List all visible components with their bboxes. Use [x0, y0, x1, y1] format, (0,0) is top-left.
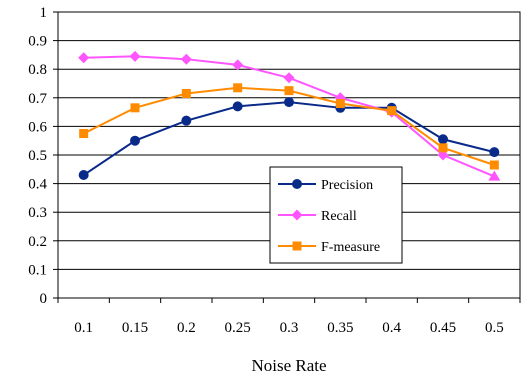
- legend-marker: [292, 179, 302, 189]
- f-measure-point: [79, 129, 89, 139]
- y-tick-label: 0.8: [28, 62, 47, 78]
- legend-label: Recall: [321, 209, 357, 224]
- legend-item-recall: Recall: [278, 209, 357, 224]
- series-recall: [78, 50, 501, 181]
- recall-point: [283, 72, 295, 84]
- y-tick-label: 0.1: [28, 262, 47, 278]
- y-tick-label: 1: [40, 5, 48, 21]
- legend-item-precision: Precision: [278, 178, 373, 193]
- y-tick-label: 0.4: [28, 177, 47, 193]
- precision-point: [181, 115, 192, 126]
- x-axis-ticks: 0.1 0.15 0.2 0.25 0.3 0.35 0.4 0.45 0.5: [57, 298, 521, 336]
- precision-point: [438, 134, 448, 145]
- recall-point: [488, 170, 501, 181]
- series-f-measure: [79, 83, 499, 170]
- x-tick-label: 0.1: [74, 320, 93, 336]
- y-tick-label: 0.3: [28, 205, 47, 221]
- recall-point: [232, 59, 244, 71]
- f-measure-point: [130, 103, 140, 113]
- f-measure-point: [181, 89, 191, 99]
- precision-point: [284, 97, 294, 108]
- legend-marker: [291, 209, 303, 221]
- f-measure-point: [387, 106, 397, 116]
- precision-point: [232, 101, 243, 112]
- legend-label: Precision: [321, 178, 373, 193]
- legend-marker: [292, 241, 302, 251]
- x-tick-label: 0.5: [485, 320, 504, 336]
- legend-item-f-measure: F-measure: [278, 240, 380, 255]
- y-tick-label: 0.2: [28, 234, 47, 250]
- f-measure-point: [233, 83, 243, 93]
- precision-point: [78, 170, 89, 181]
- f-measure-point: [438, 143, 448, 153]
- f-measure-point: [284, 86, 294, 96]
- y-tick-label: 0.6: [28, 119, 47, 135]
- y-tick-label: 0.7: [28, 91, 47, 107]
- precision-point: [130, 135, 140, 146]
- x-tick-label: 0.3: [280, 320, 299, 336]
- y-tick-label: 0: [40, 291, 48, 307]
- precision-line: [83, 101, 495, 176]
- x-tick-label: 0.45: [430, 320, 456, 336]
- y-tick-label: 0.9: [28, 34, 47, 50]
- x-tick-label: 0.25: [225, 320, 251, 336]
- f-measure-point: [489, 160, 499, 170]
- y-axis-ticks: 0 0.1 0.2 0.3 0.4 0.5 0.6 0.7 0.8 0.9 1: [28, 5, 58, 307]
- f-measure-point: [335, 99, 345, 109]
- legend: Precision Recall F-measure: [269, 166, 403, 264]
- grid-lines: [58, 40, 520, 270]
- recall-point: [78, 52, 90, 64]
- x-tick-label: 0.15: [122, 320, 148, 336]
- recall-point: [129, 50, 141, 62]
- recall-point: [180, 53, 192, 65]
- x-tick-label: 0.2: [177, 320, 196, 336]
- series-group: [78, 50, 501, 181]
- x-axis-label: Noise Rate: [251, 356, 326, 375]
- legend-label: F-measure: [321, 240, 380, 255]
- precision-point: [489, 147, 500, 158]
- y-tick-label: 0.5: [28, 148, 47, 164]
- x-tick-label: 0.35: [327, 320, 353, 336]
- x-tick-label: 0.4: [382, 320, 401, 336]
